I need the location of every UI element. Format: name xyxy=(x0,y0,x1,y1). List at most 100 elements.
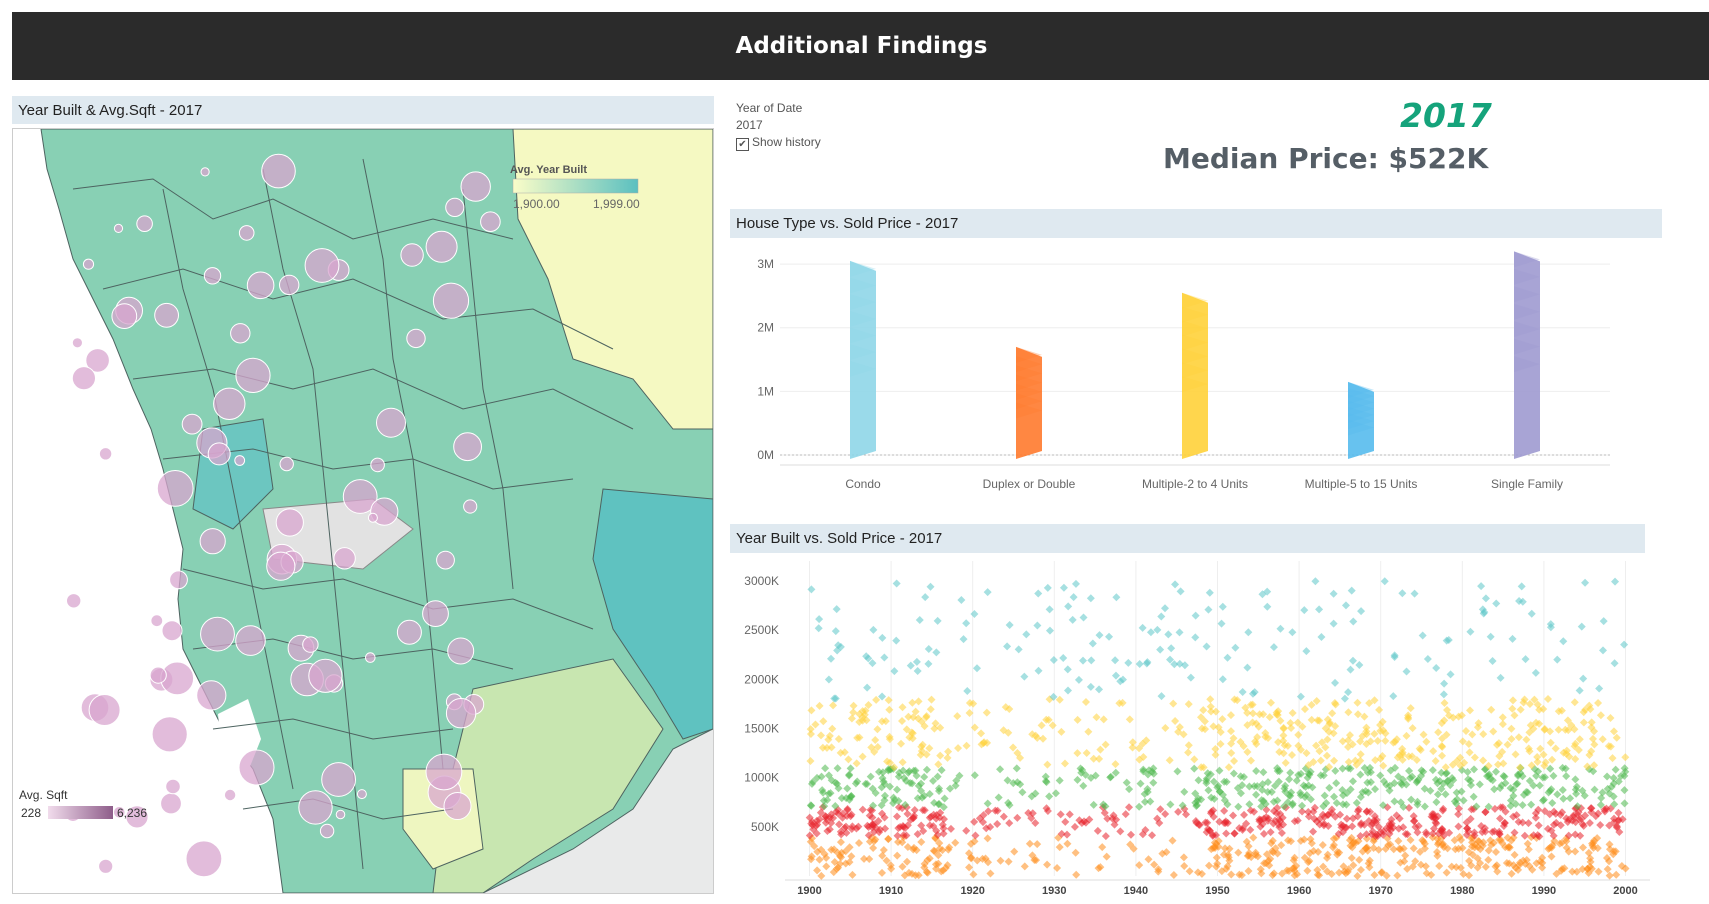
price-range-mark[interactable] xyxy=(1016,346,1042,459)
sqft-circle[interactable] xyxy=(460,171,491,202)
scatter-point xyxy=(917,779,926,788)
sqft-circle[interactable] xyxy=(238,749,275,786)
sqft-circle[interactable] xyxy=(356,789,367,800)
sqft-circle[interactable] xyxy=(113,806,126,819)
sqft-circle[interactable] xyxy=(136,215,153,232)
sqft-circle[interactable] xyxy=(376,407,406,438)
sqft-circle[interactable] xyxy=(445,698,477,729)
sqft-circle[interactable] xyxy=(203,267,222,285)
sqft-circle[interactable] xyxy=(396,619,422,645)
sqft-circle[interactable] xyxy=(279,274,300,296)
sqft-circle[interactable] xyxy=(85,348,110,373)
sqft-circle[interactable] xyxy=(319,823,335,839)
sqft-circle[interactable] xyxy=(98,447,113,461)
sqft-circle[interactable] xyxy=(333,547,356,570)
scatter-point xyxy=(984,807,993,816)
sqft-circle[interactable] xyxy=(199,528,226,555)
sqft-circle[interactable] xyxy=(71,337,84,349)
sqft-circle[interactable] xyxy=(443,792,472,820)
year-filter[interactable]: Year of Date 2017 ✔ Show history xyxy=(736,100,821,151)
price-range-mark[interactable] xyxy=(1182,292,1208,459)
sqft-circle[interactable] xyxy=(321,762,357,797)
sqft-circle[interactable] xyxy=(66,593,82,609)
sqft-circle[interactable] xyxy=(185,840,223,878)
sqft-circle[interactable] xyxy=(302,636,319,653)
sqft-circle[interactable] xyxy=(82,258,95,270)
sqft-circle[interactable] xyxy=(365,652,376,663)
sqft-circle[interactable] xyxy=(98,858,114,874)
show-history-toggle[interactable]: ✔ Show history xyxy=(736,134,821,151)
sqft-circle[interactable] xyxy=(160,792,182,815)
sqft-circle[interactable] xyxy=(150,614,164,628)
sqft-circle[interactable] xyxy=(161,620,183,642)
sqft-circle[interactable] xyxy=(169,570,188,590)
sqft-circle[interactable] xyxy=(445,197,465,218)
scatter-point xyxy=(1206,809,1215,818)
sqft-circle[interactable] xyxy=(422,600,449,628)
sqft-circle[interactable] xyxy=(181,413,203,435)
sqft-circle[interactable] xyxy=(234,455,246,466)
sqft-circle[interactable] xyxy=(213,387,246,420)
sqft-circle[interactable] xyxy=(207,442,231,466)
sqft-circle[interactable] xyxy=(235,357,271,393)
map-canvas[interactable]: Avg. Year Built 1,900.00 1,999.00 Avg. S… xyxy=(13,129,713,893)
sqft-circle[interactable] xyxy=(111,303,138,330)
sqft-circle[interactable] xyxy=(480,211,501,232)
sqft-circle[interactable] xyxy=(367,512,378,523)
year-built-chart[interactable]: 1900 1910 1920 1930 1940 1950 1960 1970 1980 1990… xyxy=(730,556,1670,902)
sqft-circle[interactable] xyxy=(425,230,458,263)
sqft-circle[interactable] xyxy=(335,809,346,820)
sqft-circle[interactable] xyxy=(342,479,378,514)
house-type-chart[interactable]: 0M 1M 2M 3M Condo Duplex or Double Multiple-2 … xyxy=(730,240,1670,508)
price-point-mark xyxy=(1182,376,1208,393)
sqft-circle[interactable] xyxy=(453,432,483,462)
sqft-circle[interactable] xyxy=(200,616,235,652)
sqft-circle[interactable] xyxy=(238,225,255,241)
sqft-circle[interactable] xyxy=(425,753,463,791)
sqft-circle[interactable] xyxy=(165,778,181,795)
scatter-point xyxy=(1345,731,1354,740)
checkbox-icon[interactable]: ✔ xyxy=(736,138,749,151)
sqft-circle[interactable] xyxy=(298,790,333,825)
sqft-circle[interactable] xyxy=(230,323,251,344)
sqft-circle[interactable] xyxy=(125,805,149,829)
sqft-circle[interactable] xyxy=(113,223,124,234)
sqft-circle[interactable] xyxy=(279,456,294,472)
scatter-point xyxy=(1501,779,1510,788)
scatter-point xyxy=(1377,868,1386,877)
sqft-circle[interactable] xyxy=(261,153,296,189)
sqft-circle[interactable] xyxy=(235,625,266,656)
sqft-circle[interactable] xyxy=(400,243,424,267)
sqft-circle[interactable] xyxy=(436,550,455,570)
sqft-circle[interactable] xyxy=(266,551,296,581)
scatter-point xyxy=(1259,768,1268,777)
sqft-circle[interactable] xyxy=(447,637,475,665)
sqft-circle[interactable] xyxy=(156,470,194,507)
price-range-mark[interactable] xyxy=(1514,251,1540,459)
price-range-mark[interactable] xyxy=(1348,381,1374,459)
sqft-circle[interactable] xyxy=(223,788,237,802)
sqft-circle[interactable] xyxy=(71,366,97,391)
sqft-circle[interactable] xyxy=(406,328,426,349)
sqft-circle[interactable] xyxy=(370,457,385,473)
choropleth-map[interactable]: Avg. Year Built 1,900.00 1,999.00 Avg. S… xyxy=(12,128,714,894)
sqft-circle[interactable] xyxy=(463,499,478,514)
scatter-point xyxy=(920,863,929,872)
sqft-circle[interactable] xyxy=(432,282,470,319)
sqft-circle[interactable] xyxy=(154,302,180,328)
price-range-mark[interactable] xyxy=(850,260,876,459)
sqft-circle[interactable] xyxy=(151,716,188,753)
sqft-circle[interactable] xyxy=(88,694,121,726)
scatter-point xyxy=(1389,845,1398,854)
sqft-circle[interactable] xyxy=(149,666,167,684)
filter-value[interactable]: 2017 xyxy=(736,118,763,132)
scatter-point xyxy=(1437,719,1446,728)
sqft-circle[interactable] xyxy=(304,248,340,283)
scatter-point xyxy=(1045,626,1054,635)
sqft-circle[interactable] xyxy=(246,271,275,300)
sqft-circle[interactable] xyxy=(200,167,210,177)
scatter-point xyxy=(1013,813,1022,822)
sqft-circle[interactable] xyxy=(308,658,343,693)
sqft-circle[interactable] xyxy=(275,508,304,537)
sqft-circle[interactable] xyxy=(196,680,227,711)
